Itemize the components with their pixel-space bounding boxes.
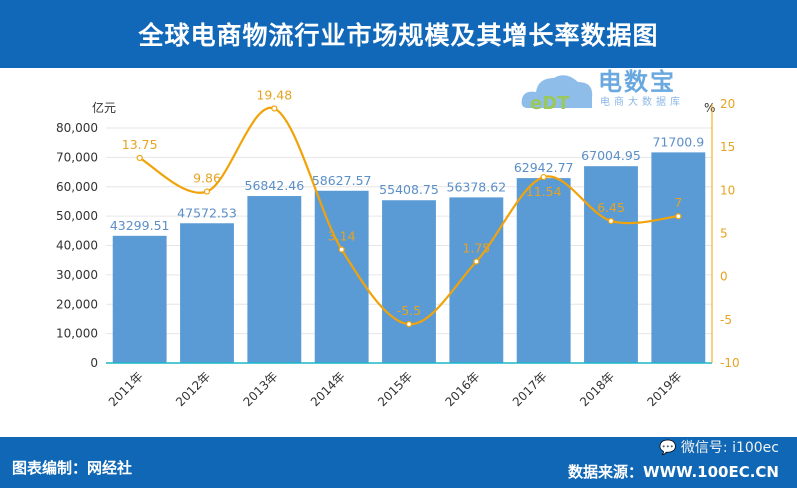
bar-data-label: 67004.95 [581,148,641,163]
left-tick-label: 60,000 [56,180,98,194]
wechat-text: 微信号: i100ec [680,440,779,456]
growth-rate-line [139,106,679,326]
x-tick-label: 2011年 [106,369,146,409]
right-tick-label: -5 [720,313,732,327]
bar-data-label: 71700.9 [652,134,704,149]
svg-text:eDT: eDT [530,93,570,112]
x-tick-label: 2016年 [442,369,482,409]
x-tick-label: 2017年 [510,369,550,409]
x-tick-label: 2014年 [308,369,348,409]
line-point [540,173,547,181]
footer-credit: 图表编制：网经社 [12,459,133,477]
x-tick-label: 2018年 [577,369,617,409]
bar [180,223,234,363]
edt-logo: eDT 电数宝 电商大数据库 [520,68,700,114]
footer-source: 数据来源：WWW.100EC.CN [568,463,779,481]
bar [449,197,504,363]
line-data-label: 19.48 [256,87,292,102]
right-tick-label: 10 [720,183,735,197]
bar-data-label: 47572.53 [177,205,237,220]
left-tick-label: 40,000 [56,239,98,253]
bar [651,152,706,363]
line-point [203,188,211,195]
wechat-icon: 💬 [659,440,677,456]
x-tick-label: 2012年 [173,369,213,409]
left-tick-label: 70,000 [56,150,98,164]
cloud-logo-icon: eDT [521,75,593,114]
logo-name: 电数宝 [598,68,676,96]
left-tick-label: 50,000 [56,209,98,223]
line-point [136,154,143,162]
bar [584,166,638,363]
bar-data-label: 62942.77 [514,160,574,175]
line-data-label: 13.75 [122,137,158,152]
left-tick-label: 80,000 [56,121,98,135]
bar-data-label: 55408.75 [379,182,439,197]
line-data-label: 7 [674,195,682,210]
line-point [338,246,345,253]
bar [247,196,302,363]
line-data-label: 1.75 [462,241,490,256]
left-tick-label: 10,000 [56,327,98,341]
right-axis-unit: % [704,101,715,115]
page-title: 全球电商物流行业市场规模及其增长率数据图 [0,0,797,68]
logo-tagline: 电商大数据库 [600,97,684,108]
footer: 图表编制：网经社 💬 微信号: i100ec 数据来源：WWW.100EC.CN [0,437,797,488]
wechat-id: 💬 微信号: i100ec [659,439,779,457]
right-tick-label: -10 [720,356,740,370]
line-data-label: -5.5 [397,303,421,318]
left-tick-label: 30,000 [56,268,98,282]
bar-data-label: 56378.62 [447,179,507,194]
line-point [473,258,480,265]
line-data-label: 3.14 [328,229,356,244]
bar [516,178,571,363]
line-point [271,105,278,112]
line-point [405,321,413,328]
bar [112,235,167,363]
right-tick-label: 20 [720,97,735,111]
x-tick-label: 2019年 [644,369,684,409]
right-tick-label: 5 [720,227,728,241]
line-data-label: 6.45 [597,200,625,215]
right-tick-label: 15 [720,140,735,154]
left-tick-label: 20,000 [56,297,98,311]
bar [382,200,436,363]
x-tick-label: 2015年 [375,369,415,409]
x-tick-label: 2013年 [240,369,280,409]
bar-data-label: 58627.57 [312,173,372,188]
left-tick-label: 0 [90,356,98,370]
line-point [675,213,682,220]
line-data-label: 11.54 [526,184,562,199]
bar-data-label: 56842.46 [245,178,305,193]
line-data-label: 9.86 [193,171,221,186]
line-point [607,217,615,225]
left-axis-unit: 亿元 [92,100,116,115]
bar [314,190,369,363]
right-tick-label: 0 [720,270,728,284]
chart: 亿元 % 43299.51 47572.53 56842.46 58627.57 554… [56,87,740,409]
bar-data-label: 43299.51 [110,218,170,233]
